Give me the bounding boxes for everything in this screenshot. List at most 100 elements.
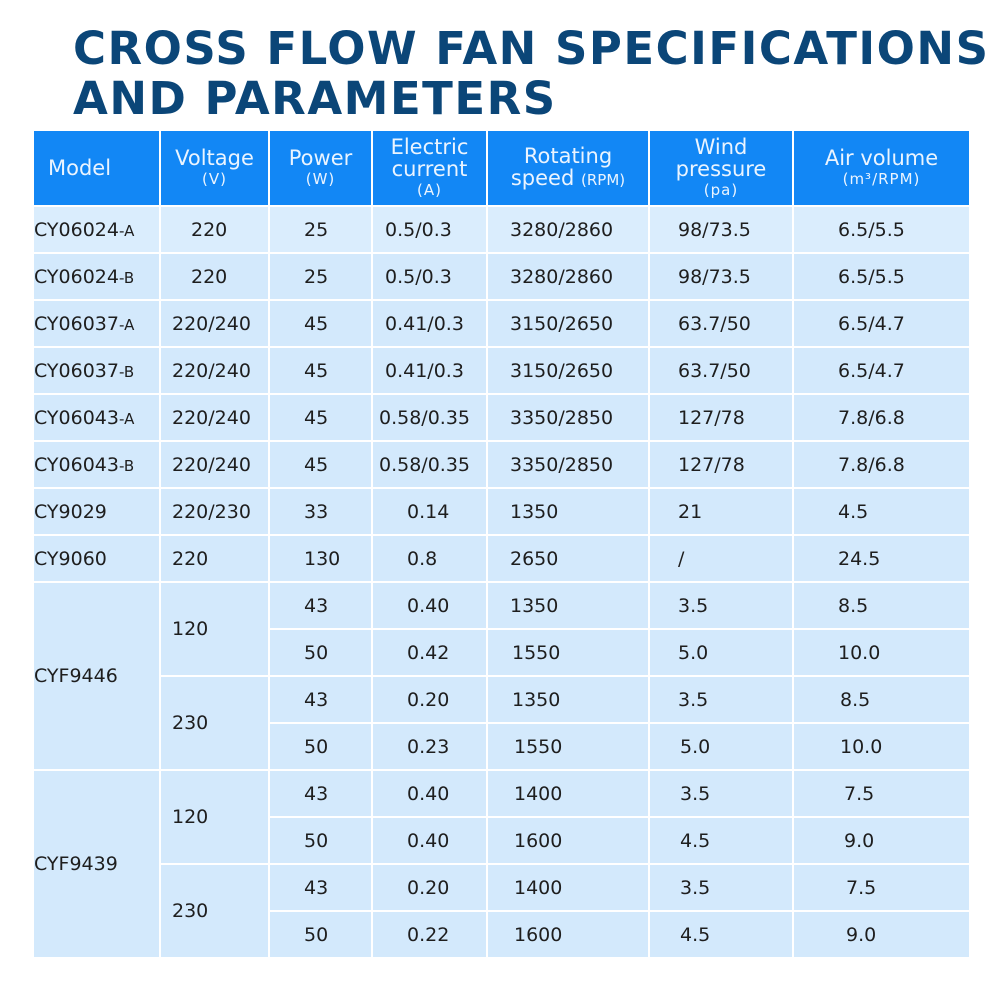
cell-air-volume: 24.5 xyxy=(792,534,971,583)
title-line-1: CROSS FLOW FAN SPECIFICATIONS xyxy=(73,22,990,75)
model-suffix: -B xyxy=(118,456,135,475)
cell-current: 0.20 xyxy=(371,863,488,912)
cell-power: 45 xyxy=(268,440,373,489)
cell-speed: 1550 xyxy=(486,722,650,771)
cell-air-volume: 9.0 xyxy=(792,816,971,865)
cell-speed: 1600 xyxy=(486,816,650,865)
cell-air-volume: 6.5/5.5 xyxy=(792,252,971,301)
cell-power: 50 xyxy=(268,628,373,677)
title-line-2: AND PARAMETERS xyxy=(73,72,557,125)
cell-model-group: CYF9446 xyxy=(32,581,161,771)
header-speed-unit: (RPM) xyxy=(581,171,626,189)
header-model-label: Model xyxy=(48,156,112,180)
cell-speed: 3280/2860 xyxy=(486,252,650,301)
cell-model: CY06037-B xyxy=(32,346,161,395)
cell-power: 45 xyxy=(268,299,373,348)
cell-current: 0.5/0.3 xyxy=(371,252,488,301)
cell-voltage-group: 230 xyxy=(159,863,270,959)
cell-air-volume: 6.5/4.7 xyxy=(792,346,971,395)
cell-voltage: 220 xyxy=(159,534,270,583)
cell-power: 43 xyxy=(268,675,373,724)
cell-pressure: 21 xyxy=(648,487,794,536)
table-row: CY9060 220 130 0.8 2650 / 24.5 xyxy=(32,534,971,583)
cell-air-volume: 6.5/5.5 xyxy=(792,205,971,254)
table-row: CY9029 220/230 33 0.14 1350 21 4.5 xyxy=(32,487,971,536)
table-row: CY06037-A 220/240 45 0.41/0.3 3150/2650 … xyxy=(32,299,971,348)
table-row: CYF9439 120 43 0.40 1400 3.5 7.5 xyxy=(32,769,971,959)
cell-speed: 1350 xyxy=(486,675,650,724)
cell-voltage: 220/230 xyxy=(159,487,270,536)
header-speed-label-1: Rotating xyxy=(523,144,613,168)
cell-current: 0.58/0.35 xyxy=(371,440,488,489)
cell-speed: 3280/2860 xyxy=(486,205,650,254)
cell-voltage: 220/240 xyxy=(159,393,270,442)
table-row: 230 43 0.20 1350 3.5 8.5 xyxy=(33,675,971,771)
cell-voltage-group: 120 xyxy=(159,769,270,865)
cell-model: CY06043-A xyxy=(32,393,161,442)
header-pressure-label-1: Wind xyxy=(694,135,748,159)
cell-pressure: 5.0 xyxy=(648,628,794,677)
cell-speed: 1400 xyxy=(486,769,650,818)
model-suffix: -B xyxy=(118,268,135,287)
table-header-row: Model Voltage (V) Power (W) Electric cur… xyxy=(32,129,971,207)
cell-speed: 1350 xyxy=(486,581,650,630)
cell-air-volume: 8.5 xyxy=(792,581,971,630)
cell-pressure: 3.5 xyxy=(648,675,794,724)
table-row: 50 0.42 1550 5.0 10.0 xyxy=(33,628,971,677)
cell-air-volume: 4.5 xyxy=(792,487,971,536)
cell-speed: 1550 xyxy=(486,628,650,677)
table-row: 230 43 0.20 1400 3.5 7.5 xyxy=(33,863,971,959)
header-current-label-1: Electric xyxy=(390,135,469,159)
header-power: Power (W) xyxy=(268,129,373,207)
cell-speed: 1350 xyxy=(486,487,650,536)
cell-speed: 1600 xyxy=(486,910,650,959)
model-name: CY06043 xyxy=(34,453,119,476)
header-speed-label-2: speed xyxy=(510,166,575,190)
cell-air-volume: 7.5 xyxy=(792,863,971,912)
header-speed: Rotating speed (RPM) xyxy=(486,129,650,207)
cell-power: 43 xyxy=(268,863,373,912)
cell-current: 0.5/0.3 xyxy=(371,205,488,254)
cell-current: 0.40 xyxy=(371,581,488,630)
cell-power: 50 xyxy=(268,816,373,865)
cell-power: 43 xyxy=(268,769,373,818)
header-power-label: Power xyxy=(288,146,353,170)
cell-model-group: CYF9439 xyxy=(32,769,161,959)
specifications-table: Model Voltage (V) Power (W) Electric cur… xyxy=(32,129,971,959)
model-name: CY06043 xyxy=(34,406,119,429)
cell-voltage-group: 120 xyxy=(159,581,270,677)
cell-power: 45 xyxy=(268,346,373,395)
header-voltage-label: Voltage xyxy=(175,146,254,170)
model-suffix: -A xyxy=(118,409,135,428)
cell-pressure: 3.5 xyxy=(648,769,794,818)
cell-current: 0.41/0.3 xyxy=(371,299,488,348)
cell-current: 0.22 xyxy=(371,910,488,959)
header-voltage-unit: (V) xyxy=(202,170,227,188)
cell-air-volume: 10.0 xyxy=(792,628,971,677)
header-current: Electric current (A) xyxy=(371,129,488,207)
cell-pressure: 63.7/50 xyxy=(648,346,794,395)
model-name: CY9060 xyxy=(34,547,107,570)
cell-power: 50 xyxy=(268,910,373,959)
table-row: CY06024-B 220 25 0.5/0.3 3280/2860 98/73… xyxy=(32,252,971,301)
model-name: CY06024 xyxy=(34,265,119,288)
model-name: CY9029 xyxy=(34,500,107,523)
cell-speed: 3150/2650 xyxy=(486,299,650,348)
header-current-unit: (A) xyxy=(417,181,442,199)
header-pressure: Wind pressure (pa) xyxy=(648,129,794,207)
cell-pressure: 5.0 xyxy=(648,722,794,771)
cell-model: CY06024-A xyxy=(32,205,161,254)
cell-model: CY06037-A xyxy=(32,299,161,348)
cell-air-volume: 8.5 xyxy=(792,675,971,724)
cell-pressure: 63.7/50 xyxy=(648,299,794,348)
cell-air-volume: 9.0 xyxy=(792,910,971,959)
cell-pressure: 4.5 xyxy=(648,910,794,959)
model-suffix: -B xyxy=(118,362,135,381)
cell-current: 0.14 xyxy=(371,487,488,536)
cell-pressure: 127/78 xyxy=(648,440,794,489)
cell-pressure: 3.5 xyxy=(648,863,794,912)
cell-pressure: 127/78 xyxy=(648,393,794,442)
page-title: CROSS FLOW FAN SPECIFICATIONS AND PARAME… xyxy=(73,22,990,125)
table-row: CY06037-B 220/240 45 0.41/0.3 3150/2650 … xyxy=(32,346,971,395)
header-air-volume: Air volume (m³/RPM) xyxy=(792,129,971,207)
